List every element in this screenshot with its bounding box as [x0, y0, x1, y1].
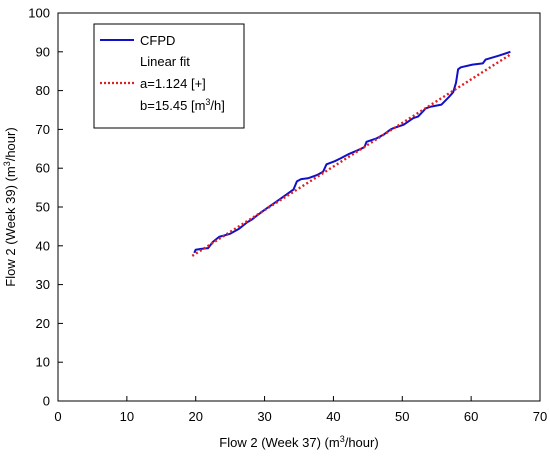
legend-box [93, 23, 245, 129]
y-tick-label: 60 [36, 161, 50, 176]
x-tick-label: 10 [120, 409, 134, 424]
y-tick-label: 30 [36, 277, 50, 292]
y-tick-label: 90 [36, 44, 50, 59]
x-tick-label: 20 [188, 409, 202, 424]
y-tick-label: 80 [36, 83, 50, 98]
y-tick-label: 100 [28, 6, 50, 21]
y-axis: 0 10 20 30 40 50 60 70 80 90 100 [28, 6, 63, 409]
series-line-cfpd [193, 50, 511, 254]
legend-fit-a: a=1.124 [+] [140, 76, 206, 91]
y-axis-label: Flow 2 (Week 39) (m3/hour) [2, 127, 18, 286]
legend: CFPD Linear fit a=1.124 [+] b=15.45 [m3/… [93, 23, 245, 129]
y-tick-label: 0 [43, 394, 50, 409]
x-axis-label: Flow 2 (Week 37) (m3/hour) [219, 434, 378, 450]
y-tick-label: 20 [36, 316, 50, 331]
y-tick-label: 10 [36, 355, 50, 370]
x-tick-label: 60 [464, 409, 478, 424]
legend-label-cfpd: CFPD [140, 33, 175, 48]
x-tick-label: 30 [257, 409, 271, 424]
y-tick-label: 40 [36, 238, 50, 253]
legend-fit-title: Linear fit [140, 54, 190, 69]
legend-fit-b: b=15.45 [m3/h] [140, 97, 225, 113]
series-layer [191, 50, 512, 257]
y-tick-label: 50 [36, 200, 50, 215]
x-tick-label: 50 [395, 409, 409, 424]
x-tick-label: 70 [533, 409, 547, 424]
x-tick-label: 40 [326, 409, 340, 424]
x-axis: 0 10 20 30 40 50 60 70 [54, 396, 547, 424]
x-tick-label: 0 [54, 409, 61, 424]
y-tick-label: 70 [36, 122, 50, 137]
